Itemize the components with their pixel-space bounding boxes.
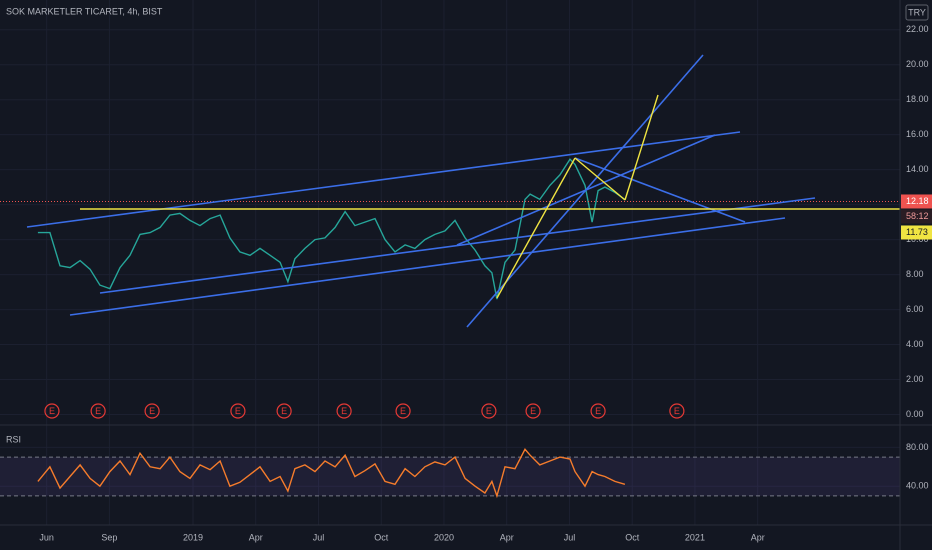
earnings-marker [481, 403, 497, 419]
earnings-label: E [400, 406, 406, 416]
earnings-label: E [149, 406, 155, 416]
earnings-label: E [595, 406, 601, 416]
y-tick-label: 8.00 [906, 269, 924, 279]
y-tick-label: 80.00 [906, 442, 929, 452]
earnings-label: E [95, 406, 101, 416]
series-line [37, 158, 626, 300]
earnings-label: E [486, 406, 492, 416]
earnings-marker [590, 403, 606, 419]
y-tick-label: 18.00 [906, 94, 929, 104]
labels: Jun Sep 2019 Apr Jul Oct 2020 Apr Jul Oct 2021 Apr 0… [39, 24, 932, 542]
y-tick-label: 20.00 [906, 59, 929, 69]
x-tick-label: Apr [249, 532, 263, 542]
earnings-marker [395, 403, 411, 419]
x-tick-label: Jul [564, 532, 576, 542]
rsi-band [0, 456, 900, 497]
y-tick-label: 14.00 [906, 164, 929, 174]
earnings-label: E [674, 406, 680, 416]
x-tick-label: Apr [500, 532, 514, 542]
trend-line [574, 157, 626, 201]
last-price-box [901, 194, 932, 209]
earnings-marker [90, 403, 106, 419]
earnings-marker [525, 403, 541, 419]
series-line [37, 448, 626, 499]
earnings-label: E [341, 406, 347, 416]
trend-line [624, 94, 659, 201]
x-tick-label: Jul [313, 532, 325, 542]
y-tick-label: 22.00 [906, 24, 929, 34]
earnings-marker [669, 403, 685, 419]
alert-price-box [901, 225, 932, 240]
drawings [26, 54, 900, 328]
trend-line [496, 157, 576, 299]
earnings-label: E [49, 406, 55, 416]
x-tick-label: Oct [374, 532, 389, 542]
x-tick-label: Apr [751, 532, 765, 542]
countdown-box [901, 209, 932, 224]
y-tick-label: 4.00 [906, 339, 924, 349]
countdown-label: 58:12 [906, 211, 929, 221]
grid [0, 0, 900, 525]
y-tick-label: 0.00 [906, 409, 924, 419]
chart-title: SOK MARKETLER TICARET, 4h, BIST [6, 6, 163, 16]
earnings-marker [230, 403, 246, 419]
x-tick-label: 2021 [685, 532, 705, 542]
y-tick-label: 16.00 [906, 129, 929, 139]
currency: TRY [908, 7, 926, 17]
trend-line [574, 157, 746, 223]
currency-box [905, 4, 929, 21]
earnings-label: E [235, 406, 241, 416]
trend-line [26, 131, 741, 228]
y-tick-label: 6.00 [906, 304, 924, 314]
trend-line [69, 217, 786, 316]
x-tick-label: Oct [625, 532, 640, 542]
x-tick-label: 2020 [434, 532, 454, 542]
y-tick-label: 2.00 [906, 374, 924, 384]
x-tick-label: 2019 [183, 532, 203, 542]
earnings-marker [276, 403, 292, 419]
x-tick-label: Jun [39, 532, 54, 542]
trend-line [456, 134, 716, 246]
rsi-title: RSI [6, 434, 21, 444]
earnings-marker [336, 403, 352, 419]
last-price-label: 12.18 [906, 196, 929, 206]
earnings-label: E [281, 406, 287, 416]
earnings-label: E [530, 406, 536, 416]
earnings-marker [144, 403, 160, 419]
x-tick-label: Sep [101, 532, 117, 542]
marks [0, 158, 900, 499]
y-tick-label: 40.00 [906, 481, 929, 491]
rsi-band-fill [0, 457, 900, 496]
earnings-marker [44, 403, 60, 419]
alert-price-label: 11.73 [906, 227, 928, 237]
